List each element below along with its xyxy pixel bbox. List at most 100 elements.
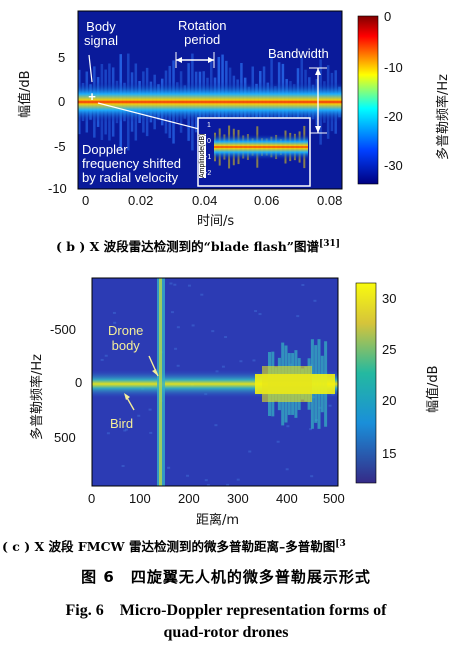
texture-speck [252,359,256,362]
texture-speck [224,336,228,339]
doppler-annotation: Doppler frequency shifted by radial velo… [82,142,182,185]
caption-b-ref: [31] [319,238,341,249]
texture-speck [296,315,300,318]
c-cbar-tick-20: 20 [382,393,397,408]
texture-speck [289,363,293,366]
texture-speck [191,324,195,327]
c-cbar-tick-15: 15 [382,446,397,461]
texture-speck [200,293,204,296]
texture-speck [187,284,191,287]
texture-speck [286,425,290,428]
caption-b-prefix: ( b ) [56,239,90,254]
texture-speck [226,483,230,486]
inset-tick-minus1: -1 [205,154,212,161]
body-signal-annotation: Body signal [84,19,118,48]
texture-speck [276,440,280,443]
b-xtick-002: 0.02 [128,193,154,208]
bandwidth-annotation: Bandwidth [268,46,329,61]
c-xtick-500: 500 [323,491,345,506]
c-xtick-100: 100 [129,491,151,506]
c-ytick-500: 500 [54,430,76,445]
texture-speck [113,321,117,324]
texture-speck [176,364,180,367]
figure-title-en-line1: Fig. 6 Micro-Doppler representation form… [65,602,387,619]
b-ytick-5: 5 [58,50,66,65]
texture-speck [149,431,153,434]
bird-annotation: Bird [110,416,134,431]
texture-speck [112,311,116,314]
texture-speck [121,464,125,467]
texture-speck [137,414,141,417]
texture-speck [124,428,128,431]
texture-speck [169,282,173,285]
b-ytick-minus10: -10 [48,181,67,196]
doppler-pointer [97,102,204,131]
texture-speck [313,299,317,302]
texture-speck [211,330,215,333]
plot-b-band [78,82,342,122]
c-ytick-0: 0 [75,375,83,390]
plot-c-frame [91,277,339,487]
texture-speck [170,311,174,314]
c-xtick-400: 400 [276,491,298,506]
texture-speck [221,365,225,368]
texture-speck [309,428,313,431]
texture-speck [310,475,314,478]
texture-speck [204,479,208,482]
colorbar-b [357,15,379,185]
b-cbar-label: 多普勒频率/Hz [436,74,451,160]
texture-speck [176,326,180,329]
texture-speck [214,424,218,427]
b-ytick-0: 0 [58,94,66,109]
caption-b: ( b ) X 波段雷达检测到的“blade flash”图谱[31] [56,236,340,255]
rotation-period-annotation: Rotation period [178,18,227,47]
texture-speck [123,429,127,432]
svg-text:+: + [88,89,96,104]
plot-c-target-blob [255,339,335,429]
body-signal-pointer [88,54,93,83]
c-ylabel: 多普勒频率/Hz [30,354,45,440]
texture-speck [148,408,152,411]
texture-speck [236,478,240,481]
texture-speck [174,347,178,350]
texture-speck [106,432,110,435]
texture-speck [248,450,252,453]
b-xtick-008: 0.08 [317,193,343,208]
b-xlabel: 时间/s [197,214,235,229]
texture-speck [239,360,243,363]
inset-tick-1: 1 [207,122,211,129]
texture-speck [301,284,305,287]
b-xtick-0: 0 [82,193,90,208]
inset-tick-minus2: -2 [205,170,212,177]
plot-b-frame [77,10,343,190]
figure-title-cn: 图 6 四旋翼无人机的微多普勒展示形式 [81,568,371,586]
texture-speck [186,474,190,477]
texture-speck [173,283,177,286]
b-cbar-tick-10: -10 [384,60,403,75]
b-ytick-minus5: -5 [54,139,66,154]
c-xtick-200: 200 [178,491,200,506]
texture-speck [104,354,108,357]
c-xtick-300: 300 [227,491,249,506]
target-halo [262,366,312,402]
figure-title-en-line2: quad-rotor drones [163,624,289,641]
caption-b-text: X 波段雷达检测到的“blade flash”图谱 [89,239,320,254]
texture-speck [254,310,258,313]
texture-speck [100,358,104,361]
c-cbar-label: 幅值/dB [426,365,441,413]
c-cbar-tick-25: 25 [382,342,397,357]
caption-c-text: X 波段 FMCW 雷达检测到的微多普勒距离–多普勒图 [34,539,336,554]
c-cbar-tick-30: 30 [382,291,397,306]
colorbar-c [355,282,377,484]
b-cbar-tick-0: 0 [384,9,392,24]
texture-speck [124,425,128,428]
caption-c-ref: [3 [335,538,346,549]
texture-speck [167,466,171,469]
c-xlabel: 距离/m [196,513,240,528]
b-cbar-tick-20: -20 [384,109,403,124]
inset-tick-0: 0 [207,138,211,145]
caption-c: ( c ) X 波段 FMCW 雷达检测到的微多普勒距离–多普勒图[3 [2,536,452,555]
caption-c-prefix: ( c ) [2,539,35,554]
drone-body-annotation: Drone body [108,323,144,353]
